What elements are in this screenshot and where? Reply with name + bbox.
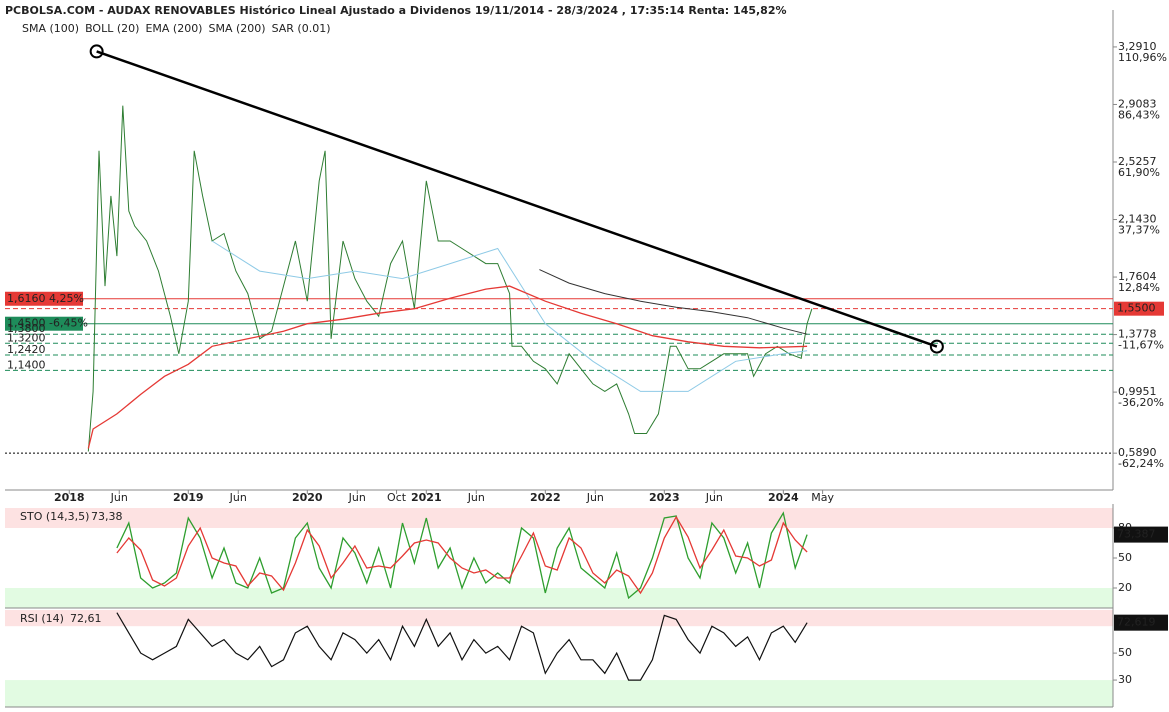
legend-entry: SMA (100) <box>22 22 79 35</box>
y-tick-return: -11,67% <box>1118 339 1164 352</box>
zone <box>5 508 1113 528</box>
last-value: 73,387 <box>1117 528 1156 541</box>
level-label: 1,6160 <box>7 292 46 305</box>
level-label-box <box>5 291 83 306</box>
zone <box>5 610 1113 627</box>
y-tick-return: 110,96% <box>1118 51 1167 64</box>
x-tick-label: 2024 <box>768 491 799 504</box>
chart-title: PCBOLSA.COM - AUDAX RENOVABLES Histórico… <box>5 4 787 17</box>
series-line <box>116 515 808 595</box>
y-tick-label: 30 <box>1118 673 1132 686</box>
y-tick-label: 3,2910 <box>1118 40 1157 53</box>
y-tick-label: 50 <box>1118 646 1132 659</box>
x-tick-label: Jun <box>586 491 604 504</box>
x-tick-label: Jun <box>467 491 485 504</box>
panel-current: 72,61 <box>70 612 102 625</box>
panel-current: 73,38 <box>91 510 123 523</box>
x-tick-label: 2020 <box>292 491 323 504</box>
series-line <box>116 612 808 681</box>
x-tick-label: 2021 <box>411 491 442 504</box>
y-tick-return: -62,24% <box>1118 457 1164 470</box>
level-label-box <box>1114 301 1164 316</box>
trend-line <box>96 50 938 348</box>
y-tick-label: 20 <box>1118 581 1132 594</box>
legend-entry: EMA (200) <box>145 22 202 35</box>
y-tick-label: 0,9951 <box>1118 385 1157 398</box>
series-line <box>539 269 808 335</box>
last-value-box <box>1114 526 1168 543</box>
panel-label: STO (14,3,5) <box>20 510 89 523</box>
legend-entry: BOLL (20) <box>85 22 139 35</box>
x-tick-label: May <box>811 491 834 504</box>
y-tick-label: 2,9083 <box>1118 97 1157 110</box>
level-label: 1,5500 <box>1117 302 1156 315</box>
y-tick-return: 12,84% <box>1118 281 1160 294</box>
y-tick-return: 37,37% <box>1118 224 1160 237</box>
y-tick-label: 1,3778 <box>1118 328 1157 341</box>
y-tick-label: 2,1430 <box>1118 213 1157 226</box>
series-line <box>87 285 808 449</box>
level-label-box <box>5 316 83 331</box>
y-tick-label: 1,7604 <box>1118 270 1157 283</box>
trend-point <box>929 339 944 354</box>
level-label: 1,2420 <box>7 343 46 356</box>
level-note: -6,45% <box>49 317 88 330</box>
x-tick-label: Oct <box>387 491 407 504</box>
legend-entry: SMA (200) <box>208 22 265 35</box>
x-tick-label: Jun <box>705 491 723 504</box>
legend-entry: SAR (0.01) <box>272 22 331 35</box>
zone <box>5 680 1113 707</box>
y-tick-label: 50 <box>1118 551 1132 564</box>
trend-point <box>89 44 104 59</box>
level-label: 1,3200 <box>7 331 46 344</box>
y-tick-return: 61,90% <box>1118 166 1160 179</box>
x-tick-label: Jun <box>348 491 366 504</box>
level-label: 1,4500 <box>7 317 46 330</box>
panel-label: RSI (14) <box>20 612 64 625</box>
last-value-box <box>1114 614 1168 631</box>
y-tick-label: 0,5890 <box>1118 446 1157 459</box>
x-tick-label: 2018 <box>54 491 85 504</box>
y-tick-return: -36,20% <box>1118 396 1164 409</box>
level-label: 1,3800 <box>7 322 46 335</box>
y-tick-return: 86,43% <box>1118 108 1160 121</box>
x-tick-label: 2019 <box>173 491 204 504</box>
x-tick-label: Jun <box>110 491 128 504</box>
y-tick-label: 2,5257 <box>1118 155 1157 168</box>
zone <box>5 588 1113 608</box>
level-note: 4,25% <box>49 292 84 305</box>
series-line <box>87 105 813 452</box>
x-tick-label: 2023 <box>649 491 680 504</box>
level-label: 1,1400 <box>7 358 46 371</box>
x-tick-label: Jun <box>229 491 247 504</box>
last-value: 72,619 <box>1117 616 1156 629</box>
series-line <box>116 511 808 600</box>
series-line <box>211 240 808 392</box>
x-tick-label: 2022 <box>530 491 561 504</box>
